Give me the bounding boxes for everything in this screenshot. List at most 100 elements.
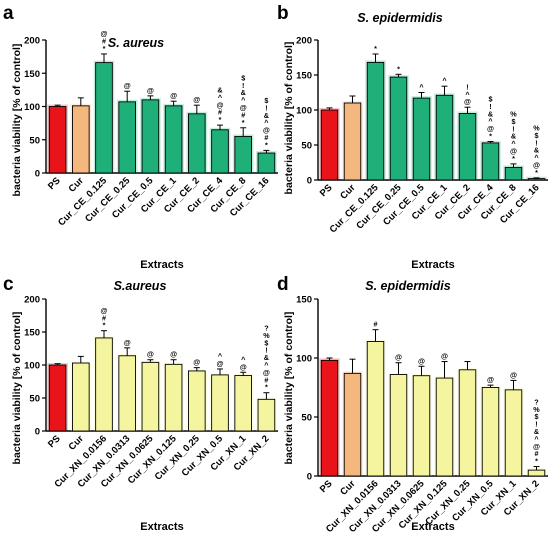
x-tick-label: PS: [46, 175, 63, 192]
bar: [343, 102, 362, 181]
bar: [527, 178, 546, 181]
x-axis-label: Extracts: [140, 521, 183, 533]
y-tick-label: 0: [35, 427, 40, 438]
significance-annotation: @: [147, 350, 154, 359]
y-tick-label: 200: [24, 36, 40, 47]
significance-annotation: & ^ @ # *: [216, 86, 223, 125]
y-tick-label: 150: [296, 71, 312, 82]
y-tick-label: 50: [29, 135, 40, 146]
y-tick-label: 200: [24, 295, 40, 306]
significance-annotation: ?% $! & ^ @ # *: [533, 397, 540, 465]
y-axis-label: bacteria viability [% of control]: [283, 312, 295, 465]
x-tick-label: Cur: [67, 175, 87, 195]
bar: [366, 341, 385, 477]
significance-annotation: @: [193, 95, 200, 104]
significance-annotation: @: [487, 375, 494, 384]
bar: [412, 97, 431, 181]
y-tick-label: 150: [24, 69, 40, 80]
y-tick-label: 100: [296, 106, 312, 117]
y-tick-label: 50: [301, 141, 312, 152]
significance-annotation: @: [124, 338, 131, 347]
significance-annotation: ^: [442, 76, 447, 85]
bar: [320, 359, 339, 477]
y-tick-label: 0: [307, 176, 312, 187]
x-tick-label: PS: [46, 433, 63, 450]
y-tick-label: 150: [24, 328, 40, 339]
bar: [95, 337, 113, 432]
significance-annotation: @: [147, 86, 154, 95]
bar: [141, 361, 160, 432]
bar: [164, 105, 183, 174]
y-tick-label: 200: [296, 36, 312, 47]
significance-annotation: ^ @: [240, 355, 247, 371]
bar: [211, 374, 229, 432]
bar: [118, 101, 137, 174]
x-tick-label: PS: [318, 182, 335, 199]
y-tick-label: 50: [301, 413, 312, 424]
y-tick-label: 150: [296, 295, 312, 306]
y-axis-label: bacteria viability [% of control]: [283, 42, 295, 195]
bar: [504, 389, 523, 477]
significance-annotation: % $! & ^ @ *: [510, 110, 517, 163]
bar: [187, 370, 206, 432]
x-axis-label: Extracts: [411, 521, 454, 533]
significance-annotation: *: [397, 64, 400, 73]
bar: [211, 129, 229, 174]
significance-annotation: ^ @: [216, 352, 223, 368]
bar: [435, 94, 454, 181]
panel-b: b S. epidermidis bacteria viability [% of …: [277, 3, 548, 271]
bar: [504, 166, 523, 181]
significance-annotation: @: [170, 91, 177, 100]
panel-title: S.aureus: [114, 279, 167, 293]
panel-title: S. aureus: [108, 36, 164, 50]
panel-letter: c: [3, 274, 14, 295]
significance-annotation: $! & ^ @ # *: [263, 96, 270, 149]
bar: [412, 375, 431, 477]
x-axis-label: Extracts: [411, 259, 454, 271]
bar: [458, 369, 477, 477]
panel-letter: d: [277, 274, 289, 295]
significance-annotation: ^: [419, 83, 424, 92]
bar: [320, 109, 339, 181]
significance-annotation: @: [510, 370, 517, 379]
x-tick-label: PS: [318, 478, 335, 495]
significance-annotation: ! ^ @: [464, 82, 471, 106]
significance-annotation: ?% $! & ^ @ # *: [263, 324, 270, 392]
significance-annotation: @: [170, 350, 177, 359]
bar: [118, 355, 137, 432]
x-tick-label: Cur: [338, 478, 358, 498]
bar: [527, 469, 546, 477]
significance-annotation: $! & ^ @ # *: [240, 73, 247, 126]
y-tick-label: 100: [24, 361, 40, 372]
bar: [366, 61, 385, 181]
bar: [481, 387, 500, 477]
bar: [141, 99, 160, 174]
bar: [389, 374, 408, 477]
bar: [95, 62, 113, 174]
bar: [257, 398, 276, 432]
bar: [389, 76, 408, 181]
bar: [234, 375, 253, 432]
significance-annotation: @ # *: [100, 306, 107, 330]
bar: [234, 135, 253, 174]
significance-annotation: @: [418, 356, 425, 365]
significance-annotation: @: [441, 352, 448, 361]
y-axis-label: bacteria viability [% of control]: [11, 312, 23, 465]
bar: [481, 142, 500, 181]
panel-d: d S. epidermidis bacteria viability [% of …: [277, 274, 548, 535]
panel-a: a S. aureus bacteria viability [% of contr…: [3, 3, 278, 271]
x-tick-label: Cur: [67, 433, 87, 453]
bar: [71, 362, 90, 432]
bar: [48, 364, 67, 432]
significance-annotation: @: [124, 81, 131, 90]
bar: [435, 377, 454, 477]
significance-annotation: % $! & ^ @ *: [533, 124, 540, 177]
significance-annotation: #: [374, 320, 378, 329]
bar: [343, 372, 362, 477]
panel-c: c S.aureus bacteria viability [% of contro…: [3, 274, 278, 533]
panel-letter: a: [3, 3, 14, 24]
bar: [71, 105, 90, 174]
significance-annotation: *: [374, 44, 377, 53]
y-tick-label: 0: [307, 472, 312, 483]
